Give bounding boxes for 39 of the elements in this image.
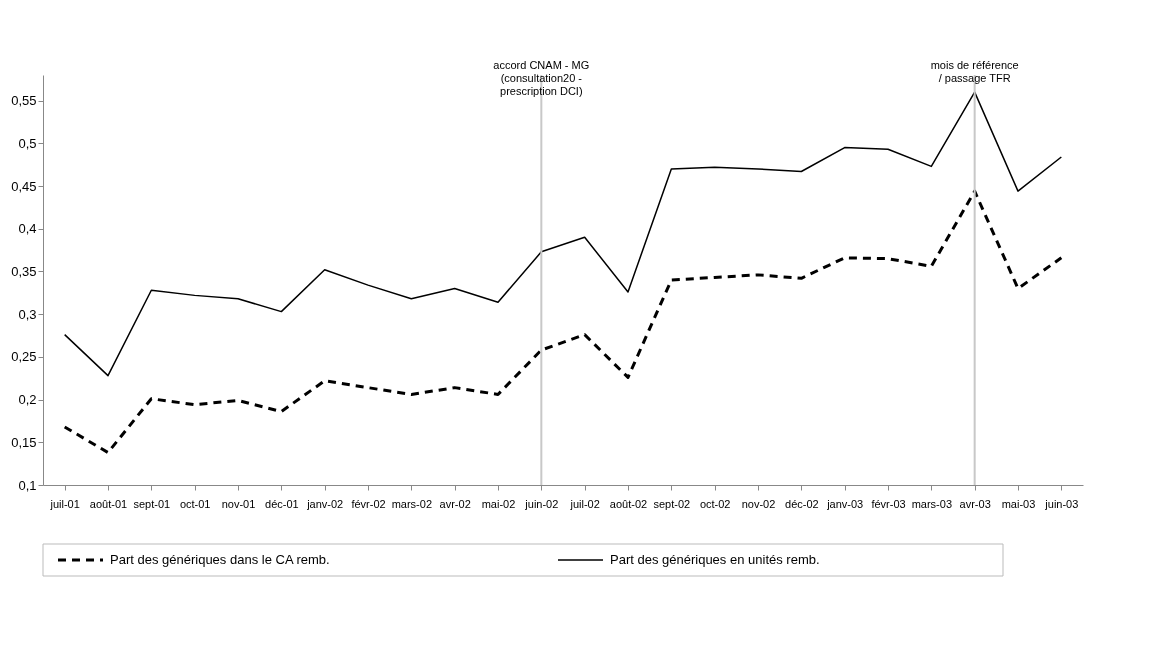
x-tick-label: déc-01: [265, 497, 299, 510]
x-tick-label: mars-02: [391, 497, 433, 510]
x-tick-label: avr-02: [439, 497, 471, 510]
y-tick-label: 0,25: [11, 349, 37, 365]
y-tick-label: 0,45: [11, 178, 37, 194]
ref-line-label: mois de référence / passage TFR: [930, 59, 1019, 84]
x-tick-label: juin-03: [1044, 497, 1079, 510]
x-tick-label: mai-03: [1001, 497, 1036, 510]
x-tick-label: sept-01: [133, 497, 171, 510]
x-tick-label: janv-02: [306, 497, 344, 510]
x-tick-label: avr-03: [959, 497, 991, 510]
x-tick-label: mars-03: [911, 497, 953, 510]
y-tick-label: 0,1: [18, 477, 37, 493]
x-tick-label: oct-01: [179, 497, 211, 510]
y-tick-label: 0,55: [11, 93, 37, 109]
x-tick-label: sept-02: [653, 497, 691, 510]
x-tick-label: oct-02: [699, 497, 731, 510]
y-tick-label: 0,5: [18, 135, 37, 151]
x-tick-label: juin-02: [524, 497, 559, 510]
x-tick-label: août-01: [89, 497, 128, 510]
x-tick-label: déc-02: [785, 497, 819, 510]
y-tick-label: 0,15: [11, 434, 37, 450]
x-tick-label: janv-03: [826, 497, 864, 510]
legend-label: Part des génériques en unités remb.: [610, 552, 820, 567]
line-series: [63, 189, 1063, 455]
x-tick-label: août-02: [609, 497, 648, 510]
y-tick-label: 0,4: [18, 221, 37, 237]
y-tick-label: 0,2: [18, 392, 37, 408]
x-tick-label: nov-02: [741, 497, 776, 510]
legend-label: Part des génériques dans le CA remb.: [110, 552, 330, 567]
x-tick-label: févr-03: [871, 497, 906, 510]
y-tick-label: 0,35: [11, 263, 37, 279]
y-tick-label: 0,3: [18, 306, 37, 322]
x-tick-label: juil-01: [49, 497, 80, 510]
x-tick-label: mai-02: [481, 497, 516, 510]
x-tick-label: févr-02: [351, 497, 386, 510]
x-tick-label: juil-02: [569, 497, 600, 510]
ref-line-label: accord CNAM - MG (consultation20 - prescription DCI): [493, 59, 590, 97]
x-tick-label: nov-01: [221, 497, 256, 510]
